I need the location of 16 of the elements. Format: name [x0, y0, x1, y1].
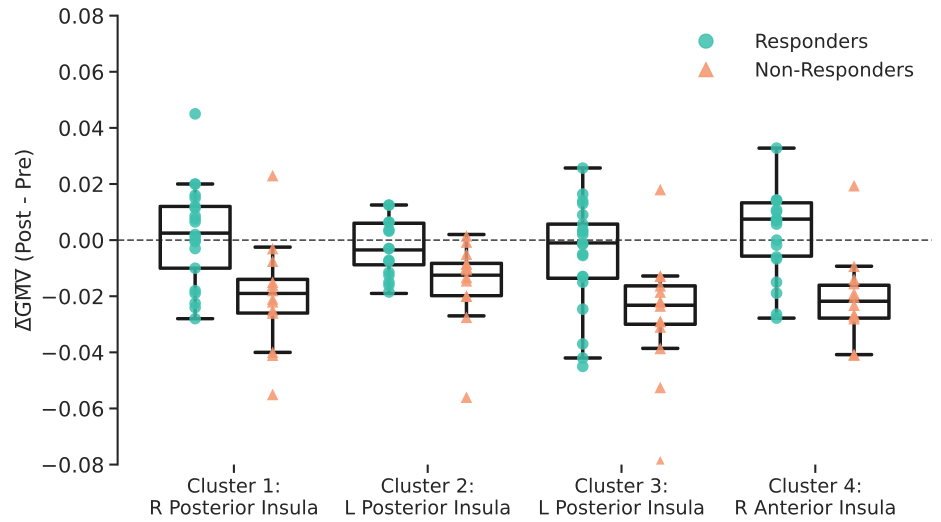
- y-tick-label: 0.06: [59, 64, 104, 80]
- y-tick-label: 0.08: [59, 8, 104, 24]
- x-tick-label: Cluster 3: L Posterior Insula: [540, 478, 704, 515]
- x-tick-label: Cluster 2: L Posterior Insula: [346, 478, 510, 515]
- y-tick-label: 0.04: [59, 120, 104, 136]
- y-tick-label: 0.02: [59, 176, 102, 192]
- x-tick-label: Cluster 4: R Anterior Insula: [736, 478, 895, 515]
- y-tick-label: −0.06: [42, 400, 104, 417]
- legend-label: Non-Responders: [756, 62, 914, 81]
- y-tick-label: −0.04: [42, 344, 104, 361]
- legend-label: Responders: [756, 33, 868, 52]
- y-tick-label: −0.02: [42, 288, 102, 304]
- x-tick-label: Cluster 1: R Posterior Insula: [151, 478, 317, 515]
- y-tick-label: −0.08: [42, 457, 104, 473]
- y-axis-title: Δ̅G̅M̅V̅ (Post - Pre): [14, 150, 34, 332]
- y-tick-label: 0.00: [59, 232, 104, 248]
